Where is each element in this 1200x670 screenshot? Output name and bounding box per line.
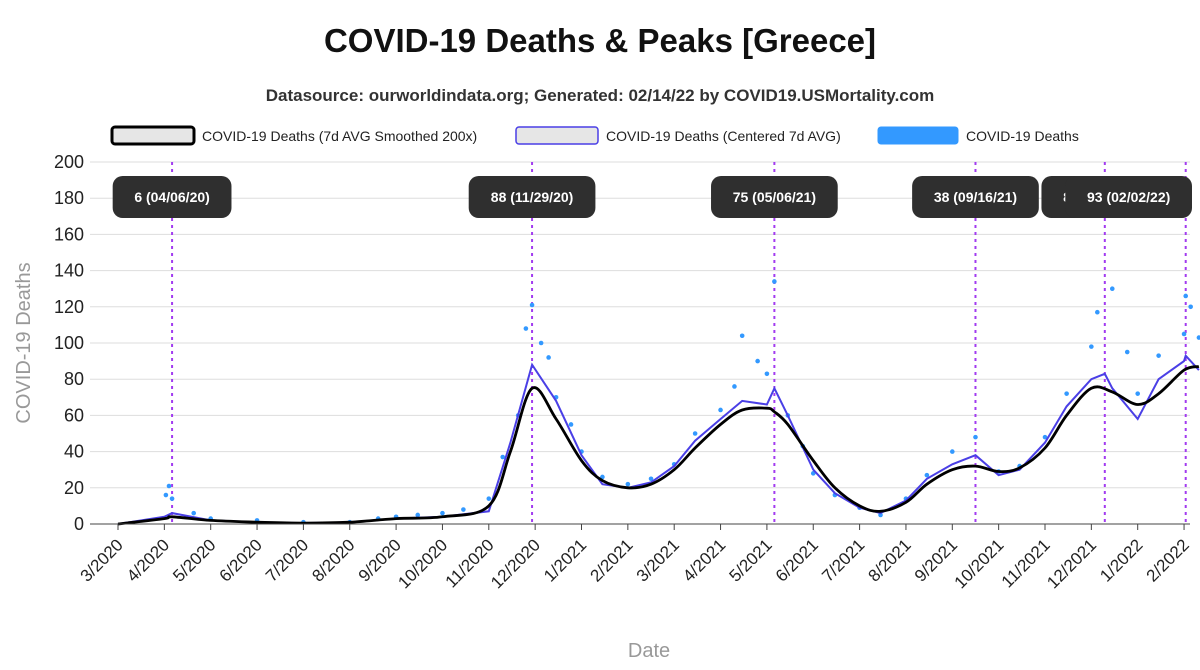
legend-label-2: COVID-19 Deaths (Centered 7d AVG)	[606, 128, 841, 144]
daily-deaths-point	[486, 496, 492, 501]
y-tick-label: 200	[54, 152, 84, 172]
x-tick-label: 4/2020	[123, 535, 173, 585]
daily-deaths-point	[924, 472, 930, 478]
daily-deaths-point	[523, 326, 529, 331]
x-tick-label: 3/2021	[633, 535, 683, 585]
daily-deaths-point	[1089, 344, 1094, 349]
daily-deaths-point	[718, 407, 723, 413]
daily-deaths-point	[440, 510, 445, 516]
x-axis-label: Date	[628, 640, 670, 662]
x-tick-label: 6/2021	[772, 535, 822, 585]
x-tick-label: 5/2020	[169, 535, 219, 585]
y-tick-label: 60	[64, 405, 84, 425]
peak-label-text: 93 (02/02/22)	[1087, 189, 1170, 205]
daily-deaths-point	[191, 510, 197, 516]
x-tick-label: 2/2021	[586, 535, 636, 585]
x-tick-label: 7/2020	[262, 535, 312, 585]
daily-deaths-point	[166, 483, 172, 489]
legend-label-1: COVID-19 Deaths (7d AVG Smoothed 200x)	[202, 128, 477, 144]
daily-deaths-point	[772, 279, 777, 284]
daily-deaths-point	[950, 449, 955, 454]
x-tick-label: 7/2021	[818, 535, 868, 585]
daily-deaths-point	[546, 355, 551, 360]
daily-deaths-point	[169, 496, 175, 501]
y-tick-label: 80	[64, 369, 84, 389]
x-tick-label: 11/2021	[998, 535, 1054, 591]
daily-deaths-point	[1064, 391, 1069, 396]
x-tick-label: 10/2020	[394, 535, 451, 592]
daily-deaths-point	[764, 371, 770, 377]
y-tick-label: 40	[64, 442, 84, 462]
daily-deaths-point	[1181, 331, 1187, 337]
daily-deaths-point	[1042, 434, 1048, 440]
peak-label-text: 38 (09/16/21)	[934, 189, 1017, 205]
daily-deaths-point	[692, 431, 698, 436]
peak-label-text: 88 (11/29/20)	[491, 189, 574, 205]
x-tick-label: 2/2022	[1143, 535, 1193, 585]
smoothed-7d-avg-line	[117, 365, 1200, 526]
peak-label-box	[912, 176, 1039, 218]
daily-deaths-point	[739, 333, 745, 339]
y-tick-label: 180	[54, 188, 84, 208]
x-tick-label: 10/2021	[951, 535, 1008, 592]
daily-deaths-point	[973, 434, 978, 440]
daily-deaths-point	[538, 340, 544, 346]
peak-label-box	[1065, 176, 1192, 218]
centered-7d-avg-line	[117, 353, 1200, 525]
daily-deaths-point	[1196, 335, 1200, 340]
daily-deaths-point	[1095, 309, 1100, 315]
y-tick-label: 0	[74, 514, 84, 534]
daily-deaths-point	[648, 476, 654, 482]
daily-deaths-point	[1109, 286, 1115, 292]
daily-deaths-point	[755, 358, 760, 364]
x-tick-label: 1/2022	[1096, 535, 1146, 585]
daily-deaths-point	[600, 474, 605, 480]
x-tick-label: 12/2021	[1043, 535, 1100, 592]
y-axis-label: COVID-19 Deaths	[13, 262, 35, 423]
x-tick-label: 11/2020	[442, 535, 498, 591]
y-tick-label: 20	[64, 478, 84, 498]
x-tick-label: 6/2020	[216, 535, 266, 585]
daily-deaths-point	[1124, 349, 1130, 355]
x-tick-label: 3/2020	[77, 535, 127, 585]
daily-deaths-point	[732, 384, 737, 389]
daily-deaths-point	[500, 454, 506, 460]
daily-deaths-point	[415, 512, 421, 518]
x-tick-label: 8/2020	[308, 535, 358, 585]
daily-deaths-point	[625, 481, 631, 487]
daily-deaths-point	[1135, 391, 1140, 396]
peak-label-box	[112, 176, 232, 218]
chart-subtitle: Datasource: ourworldindata.org; Generate…	[265, 86, 935, 105]
daily-deaths-point	[568, 422, 574, 427]
daily-deaths-point	[529, 302, 535, 308]
y-tick-label: 140	[54, 261, 84, 281]
y-tick-label: 100	[54, 333, 84, 353]
y-tick-label: 120	[54, 297, 84, 317]
daily-deaths-point	[1156, 353, 1161, 358]
legend-label-3: COVID-19 Deaths	[966, 128, 1079, 144]
peak-label-box	[468, 176, 596, 218]
x-tick-label: 4/2021	[679, 535, 729, 585]
peak-label-box	[711, 176, 838, 218]
daily-deaths-point	[1188, 304, 1193, 310]
legend-swatch-2	[515, 126, 599, 145]
x-tick-label: 5/2021	[726, 535, 776, 585]
daily-deaths-point	[1183, 293, 1189, 299]
daily-deaths-point	[163, 492, 169, 498]
daily-deaths-point	[461, 507, 466, 512]
peak-label-text: 6 (04/06/20)	[134, 189, 210, 205]
x-tick-label: 8/2021	[865, 535, 915, 585]
chart-title: COVID-19 Deaths & Peaks [Greece]	[323, 22, 877, 59]
x-tick-label: 1/2021	[540, 535, 590, 585]
legend-swatch-3	[877, 126, 959, 145]
x-tick-label: 12/2020	[487, 535, 544, 592]
legend-swatch-1	[110, 125, 196, 146]
y-tick-label: 160	[54, 224, 84, 244]
peak-label-text: 75 (05/06/21)	[733, 189, 816, 205]
